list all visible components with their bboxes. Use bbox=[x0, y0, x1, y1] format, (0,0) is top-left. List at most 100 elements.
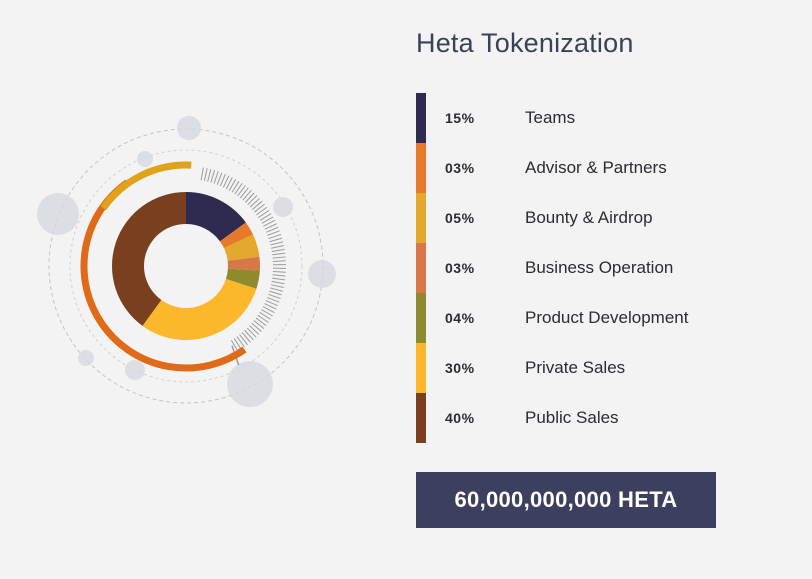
total-supply-text: 60,000,000,000 HETA bbox=[454, 487, 678, 512]
tick-mark bbox=[259, 213, 272, 221]
decorative-bubble bbox=[125, 360, 145, 380]
donut-slice bbox=[225, 268, 260, 289]
tick-mark bbox=[225, 177, 233, 190]
legend-label: Private Sales bbox=[525, 358, 626, 377]
tick-mark bbox=[241, 332, 251, 343]
donut-slice bbox=[142, 278, 257, 340]
tick-mark bbox=[207, 169, 212, 182]
legend-swatch bbox=[416, 393, 426, 443]
tick-mark bbox=[251, 200, 263, 210]
legend-item: 05% Bounty & Airdrop bbox=[416, 193, 776, 243]
legend-label: Product Development bbox=[525, 308, 689, 327]
tick-mark bbox=[203, 168, 208, 182]
tick-mark bbox=[263, 219, 276, 227]
tick-mark bbox=[219, 173, 226, 187]
tick-mark bbox=[259, 311, 271, 320]
tick-mark bbox=[246, 327, 257, 338]
tick-mark bbox=[265, 300, 278, 307]
legend-swatch bbox=[416, 343, 426, 393]
tick-mark bbox=[213, 171, 219, 184]
tick-mark bbox=[269, 290, 282, 296]
legend-item: 15% Teams bbox=[416, 93, 776, 143]
donut-slice bbox=[186, 192, 246, 242]
legend-percent: 15% bbox=[445, 110, 475, 126]
decorative-bubble bbox=[273, 197, 293, 217]
decorative-bubble bbox=[37, 193, 79, 235]
tick-mark bbox=[244, 329, 254, 341]
tick-mark bbox=[270, 241, 284, 246]
tick-mark bbox=[270, 284, 284, 288]
tick-mark bbox=[231, 180, 240, 193]
tick-mark bbox=[239, 334, 248, 346]
tick-mark bbox=[266, 296, 280, 303]
tick-mark bbox=[258, 209, 270, 219]
legend-percent: 30% bbox=[445, 360, 475, 376]
donut-chart bbox=[37, 116, 336, 407]
chart-decoration bbox=[37, 116, 336, 407]
tick-mark bbox=[267, 230, 280, 236]
tick-mark bbox=[271, 248, 285, 252]
legend-item: 04% Product Development bbox=[416, 293, 776, 343]
legend-label: Public Sales bbox=[525, 408, 619, 427]
tick-mark bbox=[268, 233, 282, 240]
donut-slice bbox=[219, 222, 253, 249]
tick-mark bbox=[269, 237, 283, 243]
tick-mark bbox=[251, 322, 262, 332]
tick-mark bbox=[222, 175, 230, 188]
decorative-bubble bbox=[308, 260, 336, 288]
tick-mark bbox=[242, 189, 252, 201]
tick-mark bbox=[272, 274, 286, 277]
legend-item: 03% Advisor & Partners bbox=[416, 143, 776, 193]
legend-percent: 04% bbox=[445, 310, 475, 326]
legend-item: 03% Business Operation bbox=[416, 243, 776, 293]
tick-mark bbox=[234, 183, 243, 195]
tick-mark bbox=[261, 216, 274, 224]
legend-item: 30% Private Sales bbox=[416, 343, 776, 393]
tick-mark bbox=[237, 185, 246, 197]
legend-swatch bbox=[416, 293, 426, 343]
total-supply-badge: 60,000,000,000 HETA bbox=[416, 472, 716, 528]
tick-mark bbox=[272, 260, 286, 262]
page-title: Heta Tokenization bbox=[416, 28, 634, 58]
tick-mark bbox=[255, 317, 267, 327]
tick-mark bbox=[253, 320, 265, 330]
tick-mark bbox=[244, 192, 255, 203]
decorative-bubble bbox=[177, 116, 201, 140]
gold-accent-arc bbox=[100, 161, 192, 211]
tick-mark bbox=[272, 270, 286, 273]
tick-mark bbox=[262, 306, 275, 314]
tick-mark bbox=[236, 336, 245, 348]
legend-label: Advisor & Partners bbox=[525, 158, 667, 177]
tick-mark bbox=[247, 195, 258, 206]
tick-mark bbox=[249, 325, 260, 335]
tick-mark bbox=[272, 252, 286, 256]
legend: 15% Teams 03% Advisor & Partners 05% Bounty &… bbox=[416, 93, 776, 443]
chart-slices bbox=[112, 192, 260, 340]
tick-mark bbox=[271, 280, 285, 285]
donut-slice bbox=[227, 256, 260, 271]
legend-percent: 40% bbox=[445, 410, 475, 426]
tick-mark bbox=[264, 223, 277, 230]
tick-mark bbox=[216, 172, 223, 185]
tick-mark bbox=[264, 303, 277, 310]
legend-item: 40% Public Sales bbox=[416, 393, 776, 443]
tick-mark bbox=[230, 339, 239, 352]
tick-mark bbox=[256, 206, 268, 216]
legend-label: Teams bbox=[525, 108, 576, 127]
tick-mark bbox=[210, 170, 216, 183]
legend-percent: 03% bbox=[445, 160, 475, 176]
tick-mark bbox=[271, 245, 284, 249]
legend-swatch bbox=[416, 143, 426, 193]
tick-mark bbox=[249, 197, 260, 208]
legend-swatch bbox=[416, 93, 426, 143]
decorative-bubble bbox=[137, 151, 153, 167]
tick-mark bbox=[268, 293, 281, 300]
tick-mark bbox=[233, 338, 242, 350]
tick-mark bbox=[272, 256, 286, 259]
tick-mark bbox=[239, 187, 249, 199]
tick-mark bbox=[228, 178, 237, 191]
tick-mark bbox=[261, 309, 273, 317]
tick-mark bbox=[266, 226, 279, 233]
legend-percent: 05% bbox=[445, 210, 475, 226]
